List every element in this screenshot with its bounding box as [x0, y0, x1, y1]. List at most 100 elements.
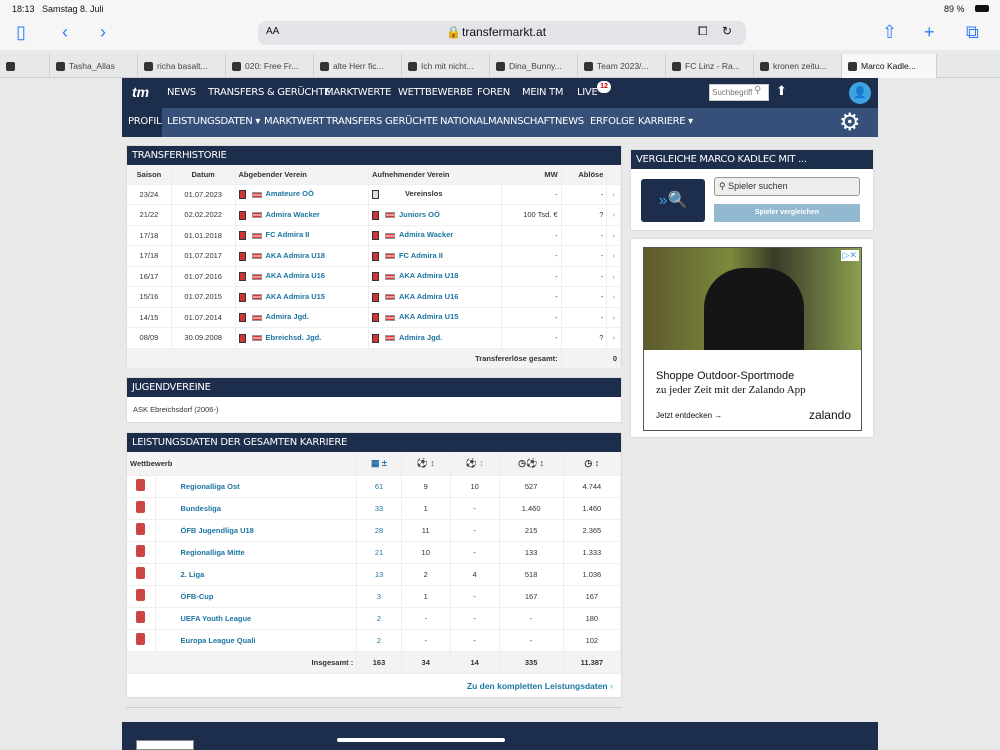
club-link[interactable]: Admira Wacker: [265, 209, 320, 219]
browser-tab[interactable]: Team 2023/...: [578, 54, 666, 78]
row-detail-chevron-icon[interactable]: ›: [606, 184, 621, 205]
competition-link[interactable]: 2. Liga: [155, 563, 358, 586]
subnav-erfolge[interactable]: ERFOLGE: [590, 116, 635, 127]
column-header[interactable]: MW: [501, 165, 562, 185]
browser-tab[interactable]: Ich mit nicht...: [402, 54, 490, 78]
subnav-nationalmannschaft[interactable]: NATIONALMANNSCHAFT: [440, 116, 555, 127]
appearances-link[interactable]: 28: [356, 519, 402, 542]
browser-tab[interactable]: richa basalt...: [138, 54, 226, 78]
nav-wettbewerbe[interactable]: WETTBEWERBE: [398, 87, 473, 98]
full-stats-link-text[interactable]: Zu den kompletten Leistungsdaten: [466, 680, 608, 691]
sidebar-icon[interactable]: ▯: [16, 22, 26, 42]
competition-link[interactable]: Europa League Quali: [155, 629, 358, 652]
subnav-profil[interactable]: PROFIL: [128, 116, 162, 127]
competition-link[interactable]: UEFA Youth League: [155, 607, 358, 630]
new-tab-icon[interactable]: +: [924, 22, 935, 42]
appearances-link[interactable]: 2: [356, 607, 402, 630]
user-avatar-icon[interactable]: 👤: [849, 82, 871, 104]
club-link[interactable]: FC Admira II: [398, 250, 443, 260]
club-link[interactable]: AKA Admira U16: [398, 291, 459, 301]
settings-gear-icon[interactable]: ⚙: [839, 109, 861, 136]
tm-logo[interactable]: tm: [132, 84, 150, 100]
nav-live[interactable]: LIVE: [577, 87, 598, 98]
club-link[interactable]: Admira Jgd.: [265, 312, 309, 322]
competition-link[interactable]: ÖFB-Cup: [155, 585, 358, 608]
player-search-input[interactable]: ⚲ Spieler suchen: [714, 177, 860, 196]
club-link[interactable]: AKA Admira U15: [265, 291, 325, 301]
appearances-link[interactable]: 61: [356, 475, 402, 498]
back-icon[interactable]: ‹: [62, 22, 68, 42]
row-detail-chevron-icon[interactable]: ›: [606, 286, 621, 308]
reload-icon[interactable]: ↻: [722, 24, 733, 38]
subnav-news[interactable]: NEWS: [555, 116, 584, 127]
column-header[interactable]: Ablöse: [561, 165, 608, 185]
subnav-leistungsdaten[interactable]: LEISTUNGSDATEN ▾: [167, 116, 261, 127]
ad-choices-icon[interactable]: ▷✕: [840, 250, 859, 261]
browser-tab[interactable]: alte Herr fic...: [314, 54, 402, 78]
share-icon[interactable]: ⇧: [882, 22, 898, 42]
club-link[interactable]: Juniors OÖ: [398, 209, 440, 219]
column-header[interactable]: Aufnehmender Verein: [368, 165, 503, 185]
subnav-geruechte[interactable]: GERÜCHTE: [385, 116, 438, 127]
column-header[interactable]: Datum: [171, 165, 236, 185]
search-input[interactable]: [709, 84, 769, 101]
appearances-link[interactable]: 21: [356, 541, 402, 564]
nav-foren[interactable]: FOREN: [477, 87, 510, 98]
nav-marktwerte[interactable]: MARKTWERTE: [325, 87, 392, 98]
minutes-icon[interactable]: ◷ ↕: [563, 452, 622, 476]
club-link[interactable]: Admira Jgd.: [398, 332, 443, 342]
club-link[interactable]: Admira Wacker: [398, 230, 454, 240]
row-detail-chevron-icon[interactable]: ›: [606, 245, 621, 267]
club-link[interactable]: Ebreichsd. Jgd.: [265, 332, 322, 342]
browser-tab[interactable]: [0, 54, 50, 78]
appearances-link[interactable]: 33: [356, 497, 402, 520]
nav-transfers[interactable]: TRANSFERS & GERÜCHTE: [208, 87, 331, 98]
browser-tab[interactable]: Marco Kadle...: [842, 54, 937, 78]
competition-link[interactable]: Bundesliga: [155, 497, 358, 520]
scroll-top-icon[interactable]: ⬆: [776, 83, 787, 98]
nav-mein-tm[interactable]: MEIN TM: [522, 87, 564, 98]
tabs-overview-icon[interactable]: ⧉: [966, 22, 979, 42]
row-detail-chevron-icon[interactable]: ›: [606, 225, 621, 246]
address-bar[interactable]: AA 🔒 transfermarkt.at ⧠ ↻: [258, 21, 746, 45]
browser-tab[interactable]: Tasha_Allas: [50, 54, 138, 78]
appearances-link[interactable]: 13: [356, 563, 402, 586]
ad-cta[interactable]: Jetzt entdecken →: [656, 411, 723, 420]
compare-button[interactable]: Spieler vergleichen: [714, 204, 860, 222]
row-detail-chevron-icon[interactable]: ›: [606, 266, 621, 287]
row-detail-chevron-icon[interactable]: ›: [606, 307, 621, 328]
browser-tab[interactable]: Dina_Bunny...: [490, 54, 578, 78]
club-link[interactable]: AKA Admira U15: [398, 312, 459, 322]
row-detail-chevron-icon[interactable]: ›: [606, 327, 621, 349]
club-link[interactable]: AKA Admira U16: [265, 271, 325, 281]
column-header-competition[interactable]: Wettbewerb: [127, 452, 358, 476]
appearances-icon[interactable]: ▦ ±: [356, 452, 402, 476]
subnav-transfers[interactable]: TRANSFERS: [326, 116, 382, 127]
assists-icon[interactable]: ⚽ ↕: [450, 452, 500, 476]
ad-banner[interactable]: ▷✕ Shoppe Outdoor-Sportmode zu jeder Zei…: [643, 247, 862, 431]
browser-tab[interactable]: FC Linz - Ra...: [666, 54, 754, 78]
column-header[interactable]: Abgebender Verein: [235, 165, 369, 185]
column-header[interactable]: Saison: [127, 165, 172, 185]
club-link[interactable]: AKA Admira U18: [398, 271, 459, 281]
text-size-button[interactable]: AA: [266, 26, 280, 37]
row-detail-chevron-icon[interactable]: ›: [606, 204, 621, 226]
club-link[interactable]: AKA Admira U18: [265, 250, 325, 260]
club-link[interactable]: FC Admira II: [265, 230, 310, 240]
full-stats-link[interactable]: Zu den kompletten Leistungsdaten ›: [127, 674, 621, 698]
browser-tab[interactable]: 020: Free Fr...: [226, 54, 314, 78]
club-link[interactable]: Amateure OÖ: [265, 189, 314, 199]
competition-link[interactable]: ÖFB Jugendliga U18: [155, 519, 358, 542]
forward-icon[interactable]: ›: [100, 22, 106, 42]
extension-icon[interactable]: ⧠: [698, 24, 708, 38]
minutes-per-goal-icon[interactable]: ◷⚽ ↕: [499, 452, 564, 476]
nav-news[interactable]: NEWS: [167, 87, 196, 98]
appearances-link[interactable]: 2: [356, 629, 402, 652]
goals-icon[interactable]: ⚽ ↕: [401, 452, 451, 476]
search-icon[interactable]: ⚲: [754, 85, 762, 96]
competition-link[interactable]: Regionalliga Ost: [155, 475, 358, 498]
subnav-marktwert[interactable]: MARKTWERT: [264, 116, 325, 127]
appearances-link[interactable]: 3: [356, 585, 402, 608]
browser-tab[interactable]: kronen zeitu...: [754, 54, 842, 78]
subnav-karriere[interactable]: KARRIERE ▾: [638, 116, 693, 127]
